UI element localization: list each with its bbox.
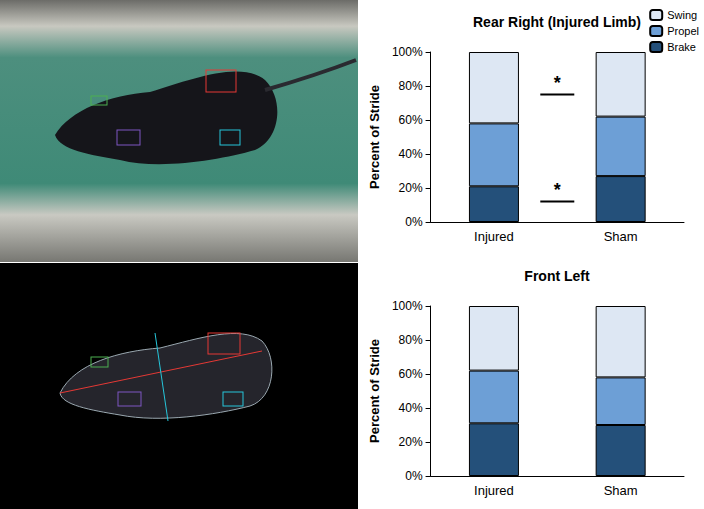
svg-text:*: * — [554, 73, 561, 93]
svg-text:0%: 0% — [405, 469, 423, 483]
svg-text:Injured: Injured — [474, 229, 514, 244]
svg-text:Sham: Sham — [604, 483, 638, 498]
svg-text:Percent of Stride: Percent of Stride — [367, 339, 382, 443]
svg-text:40%: 40% — [399, 401, 423, 415]
svg-text:*: * — [554, 180, 561, 200]
svg-text:Rear Right (Injured Limb): Rear Right (Injured Limb) — [473, 14, 641, 30]
svg-text:Swing: Swing — [667, 9, 697, 21]
svg-text:Front Left: Front Left — [524, 268, 590, 284]
svg-text:Brake: Brake — [667, 41, 696, 53]
svg-text:Injured: Injured — [474, 483, 514, 498]
svg-text:80%: 80% — [399, 333, 423, 347]
svg-text:20%: 20% — [399, 181, 423, 195]
svg-text:Sham: Sham — [604, 229, 638, 244]
svg-text:40%: 40% — [399, 147, 423, 161]
svg-text:Propel: Propel — [667, 25, 699, 37]
svg-text:60%: 60% — [399, 113, 423, 127]
svg-text:60%: 60% — [399, 367, 423, 381]
svg-text:20%: 20% — [399, 435, 423, 449]
svg-text:Percent of Stride: Percent of Stride — [367, 85, 382, 189]
svg-text:100%: 100% — [392, 299, 423, 313]
svg-text:80%: 80% — [399, 79, 423, 93]
svg-text:100%: 100% — [392, 45, 423, 59]
svg-text:0%: 0% — [405, 215, 423, 229]
